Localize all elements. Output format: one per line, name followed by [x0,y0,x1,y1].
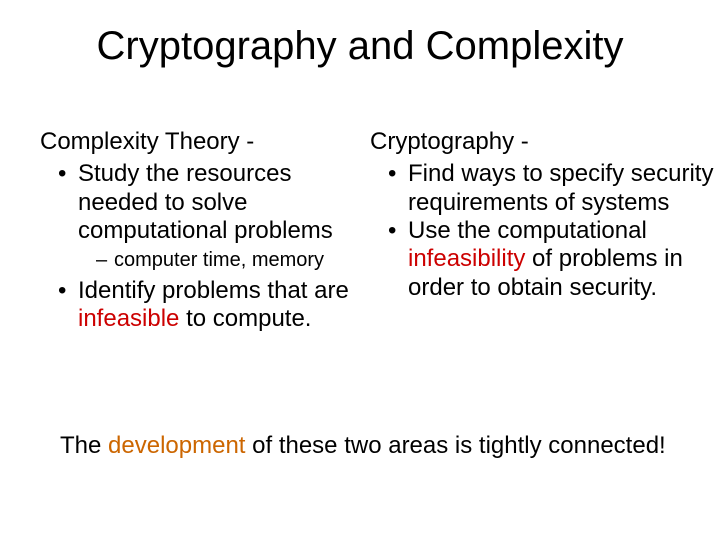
list-item: Use the computational infeasibility of p… [388,217,720,302]
infeasibility-word: infeasibility [408,245,525,272]
footer-line: The development of these two areas is ti… [60,432,666,460]
left-heading: Complexity Theory - [40,128,370,156]
footer-post: of these two areas is tightly connected! [245,432,665,459]
columns: Complexity Theory - Study the resources … [40,128,720,333]
sub-bullet-text: computer time, memory [114,249,324,271]
development-word: development [108,432,245,459]
bullet-text: Find ways to specify security requiremen… [408,160,713,215]
list-item: Identify problems that are infeasible to… [58,277,370,334]
list-item: Find ways to specify security requiremen… [388,160,720,217]
right-list: Find ways to specify security requiremen… [370,160,720,302]
left-column: Complexity Theory - Study the resources … [40,128,370,333]
infeasible-word: infeasible [78,305,179,332]
bullet-text-pre: Use the computational [408,217,647,244]
bullet-text-pre: Identify problems that are [78,277,349,304]
bullet-text: Study the resources needed to solve comp… [78,160,333,244]
list-item: computer time, memory [96,249,370,273]
left-sublist: computer time, memory [78,249,370,273]
right-column: Cryptography - Find ways to specify secu… [370,128,720,333]
slide-title: Cryptography and Complexity [0,24,720,69]
right-heading: Cryptography - [370,128,720,156]
bullet-text-post: to compute. [179,305,311,332]
slide: Cryptography and Complexity Complexity T… [0,0,720,540]
list-item: Study the resources needed to solve comp… [58,160,370,273]
footer-pre: The [60,432,108,459]
left-list: Study the resources needed to solve comp… [40,160,370,333]
